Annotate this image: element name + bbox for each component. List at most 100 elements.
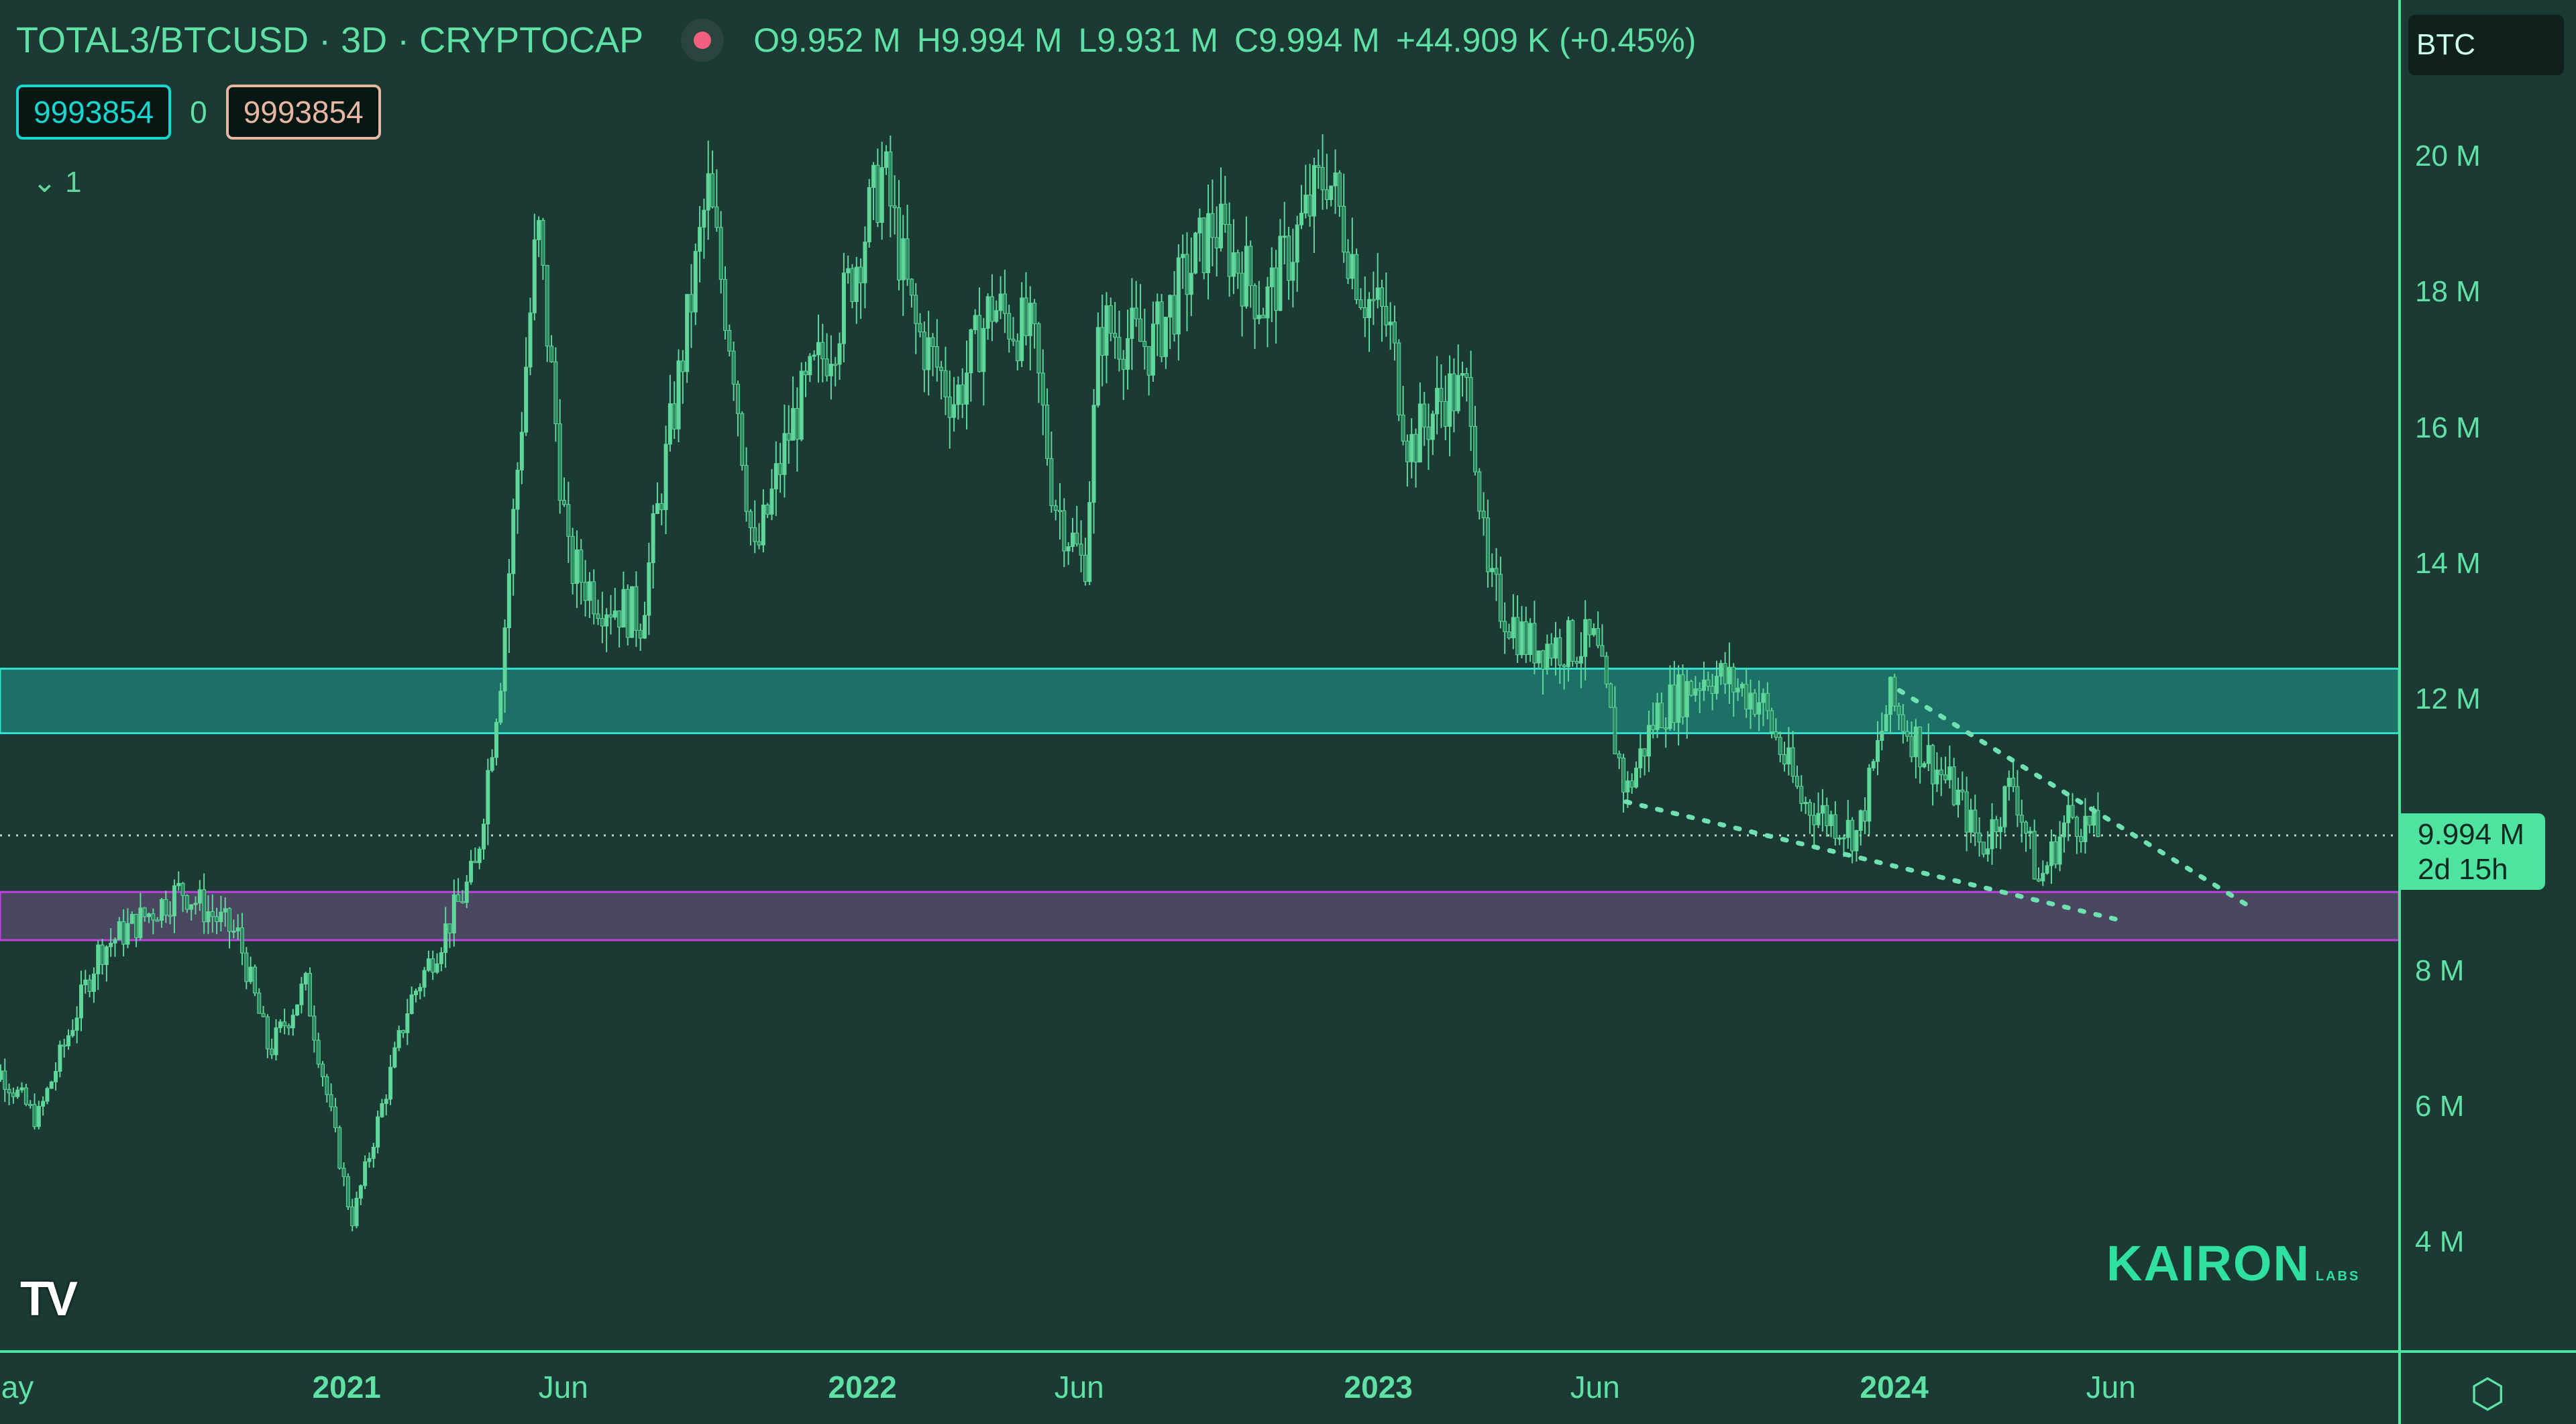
candle-body <box>1201 217 1206 273</box>
candle-body <box>320 1064 325 1078</box>
candle-body <box>1770 710 1774 733</box>
candle-body <box>1977 832 1982 843</box>
candle-body <box>1460 373 1465 376</box>
candle-body <box>28 1104 33 1107</box>
candle-body <box>1193 232 1198 274</box>
candle-body <box>1346 252 1350 279</box>
market-status[interactable] <box>681 19 724 62</box>
candle-body <box>833 364 838 366</box>
candle-body <box>91 973 96 992</box>
candle-body <box>1388 321 1393 325</box>
candle-body <box>901 238 906 281</box>
candle-body <box>1748 693 1753 710</box>
trendlines[interactable] <box>1623 688 2253 923</box>
candle-body <box>129 913 134 924</box>
candle-body <box>1511 617 1515 639</box>
sell-button[interactable]: 9993854 <box>16 85 172 140</box>
candle-body <box>884 151 889 168</box>
candle-body <box>2002 786 2007 827</box>
candle-body <box>846 268 851 274</box>
currency-button[interactable]: BTC <box>2408 15 2564 75</box>
candle-body <box>765 504 770 515</box>
candle-body <box>32 1104 37 1127</box>
candle-body <box>239 927 244 954</box>
candle-body <box>58 1044 62 1072</box>
candle-body <box>773 463 778 490</box>
price-tick-label: 14 M <box>2415 546 2481 580</box>
candle-body <box>600 618 604 627</box>
candle-body <box>1481 511 1486 519</box>
candle-body <box>1113 333 1118 338</box>
indicators-toggle[interactable]: ⌄ 1 <box>32 165 82 199</box>
candle-body <box>215 916 219 923</box>
candle-body <box>1121 358 1126 370</box>
candle-body <box>545 264 549 347</box>
candle-body <box>1939 769 1943 776</box>
candle-body <box>1536 650 1541 664</box>
candle-body <box>396 1030 401 1048</box>
candle-body <box>638 629 643 639</box>
candle-body <box>2057 836 2062 865</box>
candle-body <box>1922 763 1927 768</box>
candle-body <box>1150 323 1155 376</box>
candle-body <box>1668 684 1672 729</box>
candle-body <box>1739 683 1744 689</box>
candle-body <box>1181 254 1185 258</box>
candle-body <box>2083 815 2088 842</box>
candle-body <box>96 944 101 974</box>
candle-body <box>795 408 800 440</box>
candle-body <box>1227 223 1232 277</box>
candle-body <box>570 536 575 584</box>
candle-body <box>1523 621 1528 655</box>
candle-body <box>138 907 143 938</box>
candle-body <box>435 963 439 973</box>
zones <box>0 667 2400 942</box>
candle-body <box>1752 693 1757 715</box>
candle-body <box>625 589 630 638</box>
candle-body <box>367 1158 372 1162</box>
candle-body <box>2074 817 2079 837</box>
indicators-count: 1 <box>65 166 82 199</box>
candle-body <box>643 615 647 639</box>
candle-body <box>753 527 757 542</box>
candle-body <box>871 164 876 188</box>
chevron-down-icon: ⌄ <box>32 166 57 199</box>
candle-body <box>634 586 639 631</box>
candle-body <box>1219 203 1224 249</box>
candle-body <box>447 923 452 933</box>
candle-body <box>164 899 168 916</box>
settings-hexagon-icon[interactable]: ⬡ <box>2470 1371 2506 1416</box>
tradingview-logo[interactable]: TV <box>20 1272 78 1326</box>
candle-body <box>1854 830 1859 852</box>
candle-body <box>2032 831 2037 880</box>
candle-body <box>786 433 791 441</box>
candle-body <box>947 396 952 418</box>
kairon-logo: KAIRON LABS <box>2106 1235 2360 1292</box>
candle-body <box>1011 338 1016 342</box>
candle-body <box>142 907 147 917</box>
candle-body <box>337 1127 342 1169</box>
symbol-title[interactable]: TOTAL3/BTCUSD · 3D · CRYPTOCAP <box>16 20 644 60</box>
candle-body <box>693 250 698 313</box>
candle-body <box>100 944 105 965</box>
candle-body <box>299 983 304 1005</box>
candle-body <box>1913 726 1918 758</box>
candle-body <box>1803 802 1808 805</box>
candle-body <box>515 469 520 510</box>
candle-body <box>930 337 935 347</box>
candle-body <box>469 860 474 882</box>
candle-body <box>1091 405 1096 503</box>
candle-body <box>1850 819 1855 852</box>
candle-body <box>1845 819 1850 838</box>
candle-body <box>1104 305 1109 356</box>
candle-body <box>1189 272 1193 295</box>
candle-body <box>1604 656 1609 684</box>
buy-button[interactable]: 9993854 <box>225 85 381 140</box>
candle-body <box>1706 679 1711 687</box>
candle-body <box>506 573 511 629</box>
candle-body <box>1757 702 1762 715</box>
candle-body <box>867 187 871 243</box>
candle-body <box>1794 776 1799 787</box>
candle-body <box>1155 301 1160 325</box>
